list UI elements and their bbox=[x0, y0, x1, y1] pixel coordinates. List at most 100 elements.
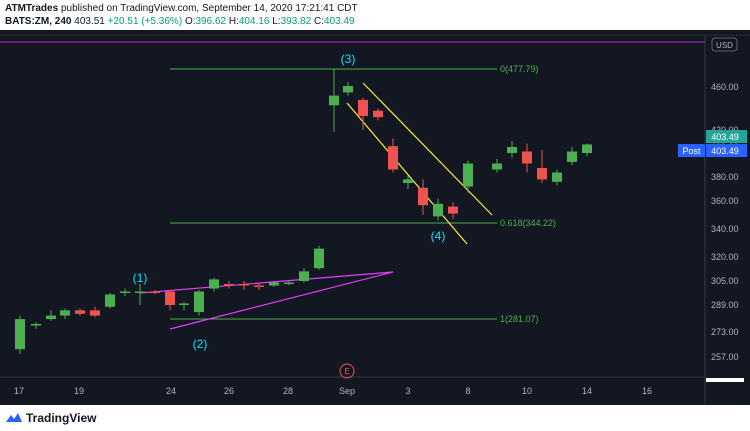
x-tick-label: 16 bbox=[642, 386, 652, 396]
rising-wedge-pattern[interactable] bbox=[139, 271, 394, 330]
candle-body[interactable] bbox=[209, 279, 219, 289]
y-tick-label: 257.00 bbox=[711, 352, 739, 362]
candle-body[interactable] bbox=[179, 303, 189, 306]
chart-footer: TradingView bbox=[0, 405, 750, 431]
close-value: 403.49 bbox=[323, 16, 355, 27]
symbol-name[interactable]: BATS:ZM, 240 bbox=[5, 16, 72, 27]
candle-body[interactable] bbox=[224, 284, 234, 286]
candle-body[interactable] bbox=[403, 179, 413, 183]
chart-header: ATMTrades published on TradingView.com, … bbox=[0, 0, 750, 30]
x-tick-label: 8 bbox=[465, 386, 470, 396]
candle-body[interactable] bbox=[15, 319, 25, 350]
candle-body[interactable] bbox=[299, 271, 309, 281]
publisher-name[interactable]: ATMTrades bbox=[5, 3, 59, 14]
candle-body[interactable] bbox=[418, 187, 428, 206]
candle-body[interactable] bbox=[120, 291, 130, 294]
low-value: 393.82 bbox=[280, 16, 312, 27]
channel-lower-line[interactable] bbox=[346, 102, 468, 245]
symbol-info: BATS:ZM, 240 403.51 +20.51 (+5.36%) O:39… bbox=[5, 16, 355, 27]
y-tick-label: 380.00 bbox=[711, 172, 739, 182]
candle-body[interactable] bbox=[75, 310, 85, 314]
currency-badge[interactable] bbox=[711, 37, 738, 52]
y-tick-label: 360.00 bbox=[711, 196, 739, 206]
low-label: L: bbox=[272, 16, 281, 27]
candle-body[interactable] bbox=[194, 291, 204, 313]
candle-body[interactable] bbox=[433, 203, 443, 217]
candle-body[interactable] bbox=[358, 99, 368, 117]
high-value: 404.16 bbox=[238, 16, 270, 27]
open-label: O: bbox=[184, 16, 196, 27]
candle-body[interactable] bbox=[135, 291, 145, 294]
candle-body[interactable] bbox=[31, 323, 41, 326]
candle-body[interactable] bbox=[537, 168, 547, 180]
open-value: 396.62 bbox=[195, 16, 227, 27]
post-price-tag bbox=[706, 144, 747, 158]
elliott-wave-label: (1) bbox=[133, 271, 148, 285]
elliott-wave-label: (4) bbox=[431, 229, 446, 243]
close-label: C: bbox=[313, 16, 324, 27]
candle-body[interactable] bbox=[314, 248, 324, 269]
candle-body[interactable] bbox=[388, 146, 398, 170]
candle-body[interactable] bbox=[373, 110, 383, 118]
fib-level-label: 1(281.07) bbox=[500, 314, 539, 324]
post-market-tag bbox=[678, 144, 705, 158]
x-tick-label: 19 bbox=[74, 386, 84, 396]
candle-body[interactable] bbox=[522, 151, 532, 164]
x-tick-label: 3 bbox=[405, 386, 410, 396]
candle-body[interactable] bbox=[150, 291, 160, 294]
last-price-tag bbox=[706, 130, 747, 144]
y-tick-label: 273.00 bbox=[711, 327, 739, 337]
candle-body[interactable] bbox=[448, 206, 458, 214]
axis-scroll-marker bbox=[706, 378, 744, 382]
last-price-tag-label: 403.49 bbox=[711, 132, 739, 142]
x-tick-label: 24 bbox=[166, 386, 176, 396]
candle-body[interactable] bbox=[46, 315, 56, 320]
candle-body[interactable] bbox=[463, 163, 473, 187]
x-tick-label: 28 bbox=[283, 386, 293, 396]
candle-body[interactable] bbox=[60, 310, 70, 316]
x-tick-label: 17 bbox=[14, 386, 24, 396]
y-tick-label: 340.00 bbox=[711, 224, 739, 234]
high-label: H: bbox=[228, 16, 239, 27]
x-tick-label: 10 bbox=[522, 386, 532, 396]
candle-body[interactable] bbox=[239, 284, 249, 286]
x-tick-label: 26 bbox=[224, 386, 234, 396]
fib-level-label: 0.618(344.22) bbox=[500, 218, 556, 228]
candle-body[interactable] bbox=[269, 282, 279, 286]
candle-body[interactable] bbox=[552, 172, 562, 182]
y-tick-label: 460.00 bbox=[711, 82, 739, 92]
price-chart[interactable]: USD460.00420.00400.00380.00360.00340.003… bbox=[0, 30, 750, 405]
candle-body[interactable] bbox=[284, 282, 294, 285]
y-tick-label: 320.00 bbox=[711, 252, 739, 262]
candle-body[interactable] bbox=[254, 285, 264, 288]
candle-body[interactable] bbox=[492, 163, 502, 170]
x-tick-label: 14 bbox=[582, 386, 592, 396]
candle-body[interactable] bbox=[582, 144, 592, 153]
y-tick-label: 289.00 bbox=[711, 300, 739, 310]
elliott-wave-label: (3) bbox=[341, 52, 356, 66]
candle-body[interactable] bbox=[329, 95, 339, 106]
earnings-marker-icon[interactable] bbox=[339, 363, 355, 379]
y-tick-label: 420.00 bbox=[711, 125, 739, 135]
y-tick-label: 305.00 bbox=[711, 276, 739, 286]
candle-body[interactable] bbox=[343, 85, 353, 93]
elliott-wave-label: (2) bbox=[193, 337, 208, 351]
post-market-tag-label: Post bbox=[682, 146, 701, 156]
x-tick-label: Sep bbox=[339, 386, 355, 396]
candle-body[interactable] bbox=[90, 310, 100, 316]
post-price-tag-label: 403.49 bbox=[711, 146, 739, 156]
price-change: +20.51 (+5.36%) bbox=[107, 16, 183, 27]
publish-info: ATMTrades published on TradingView.com, … bbox=[5, 3, 358, 14]
channel-upper-line[interactable] bbox=[362, 82, 493, 216]
currency-badge-label: USD bbox=[716, 41, 733, 50]
tradingview-brand[interactable]: TradingView bbox=[26, 411, 97, 425]
candle-body[interactable] bbox=[165, 291, 175, 306]
fib-level-label: 0(477.79) bbox=[500, 64, 539, 74]
published-text: published on TradingView.com, September … bbox=[60, 3, 358, 14]
candle-body[interactable] bbox=[105, 294, 115, 307]
tradingview-logo-icon bbox=[6, 413, 22, 422]
earnings-marker-label: E bbox=[344, 367, 349, 376]
last-price: 403.51 bbox=[74, 16, 105, 27]
candle-body[interactable] bbox=[507, 147, 517, 153]
candle-body[interactable] bbox=[567, 151, 577, 163]
